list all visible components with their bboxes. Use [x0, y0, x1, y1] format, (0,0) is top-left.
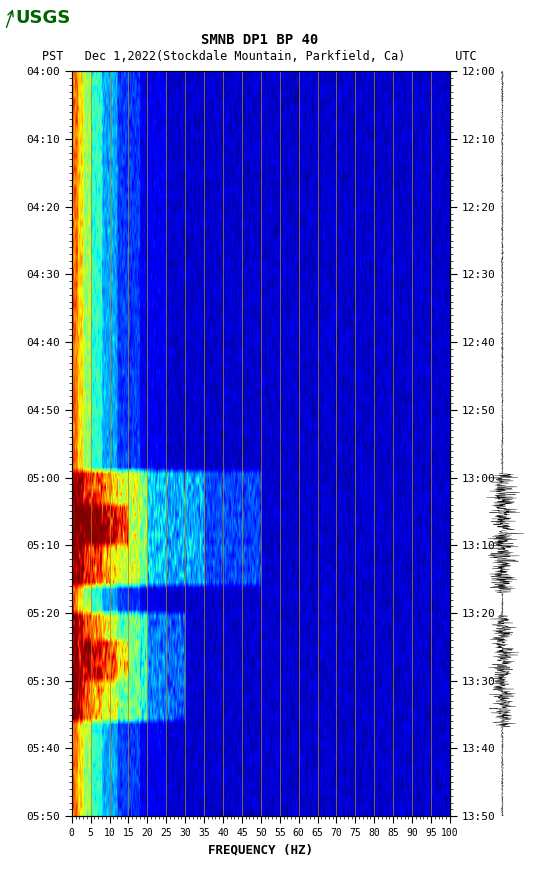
Text: PST   Dec 1,2022(Stockdale Mountain, Parkfield, Ca)       UTC: PST Dec 1,2022(Stockdale Mountain, Parkf… [42, 50, 477, 62]
Text: SMNB DP1 BP 40: SMNB DP1 BP 40 [201, 33, 318, 47]
X-axis label: FREQUENCY (HZ): FREQUENCY (HZ) [208, 844, 314, 856]
Text: USGS: USGS [15, 9, 71, 28]
